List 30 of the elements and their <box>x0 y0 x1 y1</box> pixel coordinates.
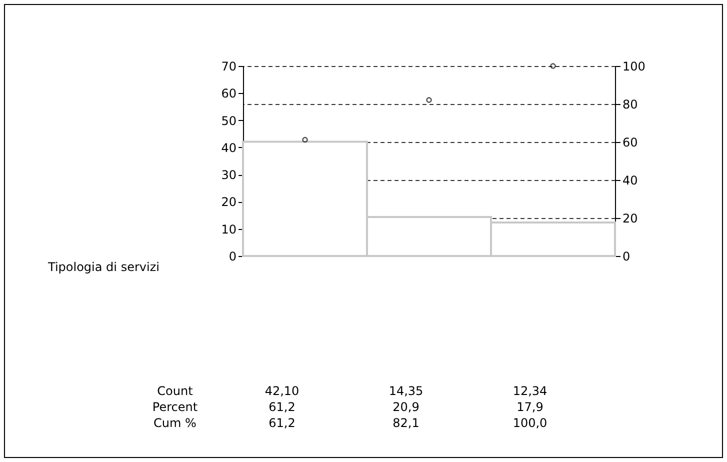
y-tick-label: 0 <box>228 250 236 264</box>
y2-tick-label: 80 <box>622 98 638 112</box>
data-label: 61,2 <box>268 416 296 430</box>
y2-tick-label: 0 <box>622 250 630 264</box>
point <box>426 97 432 103</box>
text: Count <box>156 384 194 398</box>
text: 20,9 <box>392 400 420 414</box>
text: 61,2 <box>268 400 296 414</box>
text: Cum % <box>152 416 198 430</box>
y2-tick-label: 20 <box>622 212 638 226</box>
data-label: 14,35 <box>388 384 424 398</box>
y-tick-label: 60 <box>221 86 236 101</box>
data-label: 100,0 <box>512 416 548 430</box>
text: 17,9 <box>516 400 544 414</box>
y2-tick-label: 60 <box>622 136 638 150</box>
y-tick-label: 50 <box>221 114 236 128</box>
y2-tick-label: 40 <box>622 174 638 188</box>
text: Tipologia di servizi <box>48 260 160 274</box>
point <box>302 136 308 143</box>
y2-tick-label: 100 <box>622 60 646 74</box>
point <box>550 63 556 69</box>
y-tick-label: 10 <box>221 222 236 236</box>
data-label: 12,34 <box>512 384 548 398</box>
y-tick-label: 30 <box>221 168 236 182</box>
y-tick-label: 70 <box>221 60 236 74</box>
y-tick-label: 40 <box>221 140 236 155</box>
y-tick-label: 20 <box>221 195 236 210</box>
data-label: 82,1 <box>392 416 420 430</box>
text: Percent <box>151 400 199 414</box>
data-label: 42,10 <box>264 384 300 398</box>
